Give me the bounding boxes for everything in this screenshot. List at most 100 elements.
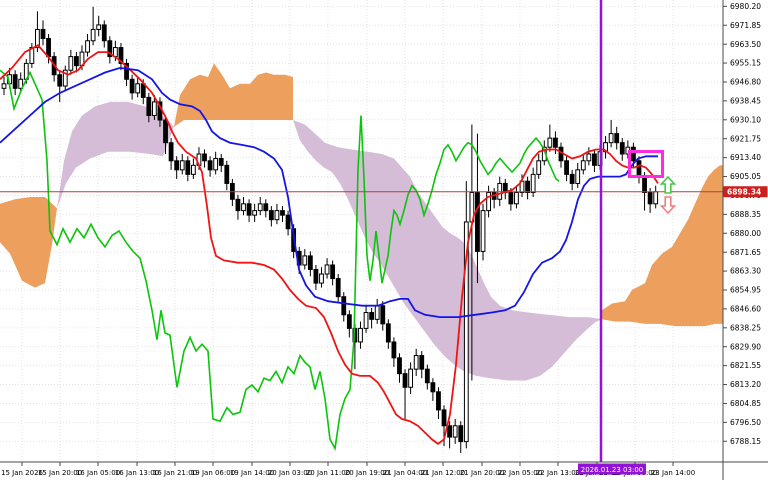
price-axis-label: 6821.55 [730,361,761,370]
bullish-cloud-area [602,165,723,327]
candle-bullish [274,210,280,221]
candle-bearish [380,305,386,325]
time-axis-label: 21 Jan 20:00 [460,469,504,477]
bearish-cloud-area [57,101,174,209]
time-axis-label: 15 Jan 20:00 [38,469,82,477]
candle-bearish [619,142,625,155]
candle-bullish [90,28,96,42]
candle-bearish [402,373,408,388]
candle-bearish [174,160,180,171]
price-axis-label: 6913.40 [730,153,761,162]
price-axis-label: 6938.45 [730,96,761,105]
candle-bearish [285,214,291,230]
current-price-marker: 6898.34 [723,186,768,198]
time-axis-label: 20 Jan 11:00 [306,469,350,477]
candle-bullish [408,368,414,388]
time-axis-label: 21 Jan 12:00 [421,469,465,477]
ichimoku-cloud [0,63,723,381]
candle-bullish [363,312,369,329]
candle-bearish [341,296,347,316]
candle-bearish [330,264,336,280]
candle-bearish [647,192,653,205]
candle-bearish [313,269,319,284]
price-axis-label: 6946.80 [730,78,761,87]
candle-bullish [85,40,90,53]
price-axis-label: 6980.20 [730,2,761,11]
candle-bullish [18,78,24,89]
candle-bullish [514,192,519,205]
tenkan-sen-line [0,44,659,446]
bearish-cloud-area [293,120,602,381]
candle-bearish [46,38,51,58]
candle-bearish [569,173,575,184]
candle-bearish [447,425,453,438]
candle-bullish [547,137,553,148]
candle-bearish [369,312,375,320]
time-axis-label: 16 Jan 13:00 [115,469,159,477]
candle-bearish [631,146,636,162]
buy-arrow-icon[interactable] [659,175,677,194]
time-axis-label: 19 Jan 06:00 [191,469,235,477]
candle-bullish [62,69,68,87]
price-axis-label: 6829.90 [730,342,761,351]
candle-bullish [413,355,419,370]
candle-bearish [12,74,18,89]
candle-bearish [458,425,464,443]
candle-bullish [179,160,185,171]
candle-bearish [525,180,530,193]
price-badge-bg [723,186,768,198]
candle-bearish [263,203,269,212]
candle-bearish [307,255,313,270]
highlight-box[interactable] [628,150,664,178]
price-axis-label: 6846.60 [730,305,761,314]
candle-bearish [280,210,285,216]
candle-bullish [241,203,246,212]
candle-bullish [319,273,324,284]
candle-bearish [163,119,168,144]
candle-bearish [146,96,152,117]
time-axis-label: 16 Jan 05:00 [76,469,120,477]
candle-bullish [530,173,536,194]
bullish-cloud-area [0,197,57,288]
price-axis-label: 6854.95 [730,286,761,295]
candle-bearish [129,78,135,94]
price-axis-label: 6971.85 [730,21,761,30]
candle-bearish [246,203,252,216]
candle-bearish [424,368,430,384]
candle-bullish [463,221,469,443]
price-axis-label: 6888.35 [730,210,761,219]
candle-bearish [118,47,124,64]
candle-bearish [101,24,107,42]
time-axis-label: 16 Jan 21:00 [153,469,197,477]
price-axis-label: 6930.10 [730,115,761,124]
time-axis-label: 23 Jan 14:00 [651,469,695,477]
candle-bearish [430,382,436,393]
sell-arrow-icon[interactable] [659,196,677,215]
candle-bullish [96,24,102,30]
price-axis-label: 6838.25 [730,323,761,332]
candle-bullish [190,164,196,175]
candle-bullish [257,203,263,212]
price-badge-value: 6898.34 [727,188,761,197]
candle-bullish [252,210,258,216]
chikou-span-line [0,69,560,451]
price-axis-label: 6921.75 [730,134,761,143]
candle-bearish [268,210,274,221]
price-axis-label: 6796.50 [730,418,761,427]
candle-bearish [636,160,642,178]
candle-bearish [385,323,391,343]
candle-bullish [135,83,141,94]
candle-bearish [124,62,129,80]
candle-bearish [335,278,341,298]
candle-bearish [224,164,230,184]
candle-bearish [614,133,620,144]
candle-bearish [564,160,569,175]
candle-bearish [57,74,63,87]
price-axis-label: 6788.15 [730,437,761,446]
candle-bearish [592,153,597,166]
price-axis-label: 6871.65 [730,248,761,257]
